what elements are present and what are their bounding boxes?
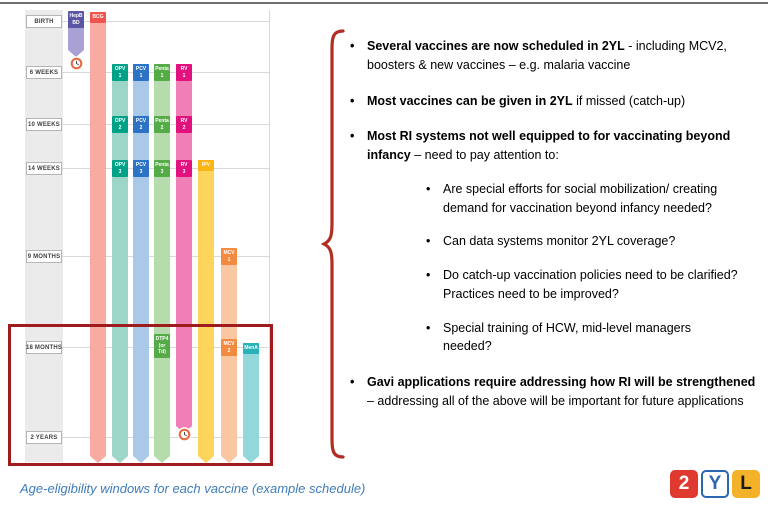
dose-label-pcv-3: PCV 3	[133, 160, 149, 177]
bullet-3-rest: – need to pay attention to:	[410, 148, 559, 162]
eligibility-band-rv	[176, 64, 192, 433]
dose-label-pcv-1: PCV 1	[133, 64, 149, 81]
sub-bullet-4: Special training of HCW, mid-level manag…	[425, 319, 764, 357]
2yl-highlight-box	[8, 324, 273, 466]
chart-caption: Age-eligibility windows for each vaccine…	[20, 481, 366, 496]
sub-bullet-3: Do catch-up vaccination policies need to…	[425, 266, 764, 304]
age-label-birth: BIRTH	[26, 15, 62, 28]
sub-bullet-3-text: Do catch-up vaccination policies need to…	[443, 268, 738, 301]
dose-label-penta-3: Penta 3	[154, 160, 170, 177]
dose-label-mena-1: MenA	[243, 343, 259, 354]
bullet-2-rest: if missed (catch-up)	[572, 93, 686, 108]
age-label-9-months: 9 MONTHS	[26, 250, 62, 263]
age-label-10-weeks: 10 WEEKS	[26, 118, 62, 131]
age-label-18-months: 18 MONTHS	[26, 341, 62, 354]
dose-label-hepb-bd-1: HepB BD	[68, 11, 84, 28]
bullet-list: Several vaccines are now scheduled in 2Y…	[349, 37, 764, 411]
dose-label-mcv-2: MCV 2	[221, 339, 237, 356]
dose-label-rv-2: RV 2	[176, 116, 192, 133]
vaccine-schedule-chart: BIRTH 6 WEEKS 10 WEEKS 14 WEEKS 9 MONTHS 18 M…	[0, 0, 335, 478]
age-label-2-years: 2 YEARS	[26, 431, 62, 444]
top-divider	[0, 2, 768, 4]
dose-label-rv-1: RV 1	[176, 64, 192, 81]
dose-label-penta-2: Penta 2	[154, 116, 170, 133]
bullet-1: Several vaccines are now scheduled in 2Y…	[349, 37, 764, 75]
dose-label-pcv-2: PCV 2	[133, 116, 149, 133]
bullet-3: Most RI systems not well equipped to for…	[349, 127, 764, 356]
bullet-1-rest: - including MCV2, boosters & new vaccine…	[367, 39, 727, 72]
bullet-4-bold: Gavi applications require addressing how…	[367, 375, 756, 389]
logo-tile-2: 2	[670, 470, 698, 498]
dose-label-mcv-1: MCV 1	[221, 248, 237, 265]
dose-label-opv-2: OPV 2	[112, 116, 128, 133]
dose-label-opv-3: OPV 3	[112, 160, 128, 177]
curly-brace	[321, 29, 345, 459]
chart-right-gridline	[269, 10, 270, 462]
sub-bullet-2-text: Can data systems monitor 2YL coverage?	[443, 234, 676, 249]
sub-bullet-2: Can data systems monitor 2YL coverage?	[425, 232, 764, 251]
sub-bullet-1-text: Are special efforts for social mobilizat…	[443, 181, 718, 215]
clock-icon-hepb-bd	[69, 56, 84, 71]
logo-tile-l: L	[732, 470, 760, 498]
bullet-2-bold: Most vaccines can be given in 2YL	[367, 93, 573, 108]
dose-label-opv-1: OPV 1	[112, 64, 128, 81]
dose-label-ipv-1: IPV	[198, 160, 214, 171]
eligibility-band-bcg	[90, 14, 106, 463]
dose-label-penta-4: DTP4 (or Td)	[154, 334, 170, 358]
clock-icon-rv	[177, 427, 192, 442]
age-label-6-weeks: 6 WEEKS	[26, 66, 62, 79]
sub-bullet-1: Are special efforts for social mobilizat…	[425, 180, 764, 218]
age-axis-strip	[25, 10, 63, 462]
eligibility-band-ipv	[198, 160, 214, 463]
bullet-2: Most vaccines can be given in 2YL if mis…	[349, 92, 764, 111]
bullet-3-bold: Most RI systems not well equipped to for…	[367, 129, 731, 162]
sub-bullet-4-text: Special training of HCW, mid-level manag…	[443, 320, 692, 354]
bullet-list-level2: Are special efforts for social mobilizat…	[367, 180, 764, 356]
bullet-1-bold: Several vaccines are now scheduled in 2Y…	[367, 39, 625, 53]
bullet-4: Gavi applications require addressing how…	[349, 373, 764, 411]
logo-tile-y: Y	[701, 470, 729, 498]
eligibility-band-mena	[243, 343, 259, 463]
bullet-4-rest: – addressing all of the above will be im…	[367, 393, 744, 408]
bullet-list-level1: Several vaccines are now scheduled in 2Y…	[349, 37, 764, 411]
dose-label-penta-1: Penta 1	[154, 64, 170, 81]
dose-label-bcg-1: BCG	[90, 12, 106, 23]
dose-label-rv-3: RV 3	[176, 160, 192, 177]
age-label-14-weeks: 14 WEEKS	[26, 162, 62, 175]
curly-brace-path	[321, 29, 345, 459]
gridline-birth	[26, 21, 269, 22]
2yl-logo: 2 Y L	[670, 470, 760, 498]
